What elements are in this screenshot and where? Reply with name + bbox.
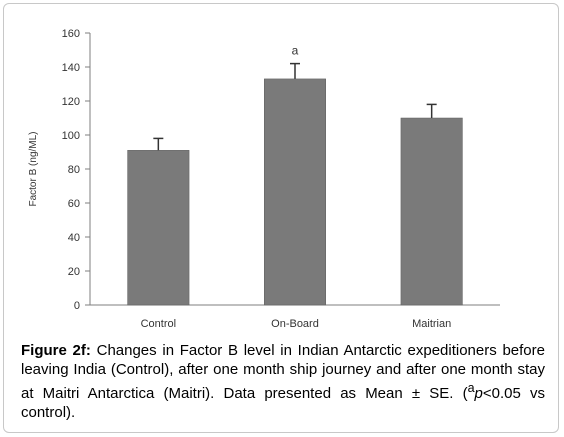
bars-group: a [127, 44, 463, 306]
y-tick-label: 80 [68, 164, 80, 176]
caption-italic: p [474, 385, 483, 402]
y-tick-label: 20 [68, 266, 80, 278]
x-tick-label: On-Board [271, 318, 319, 330]
caption-superscript: a [467, 381, 475, 395]
bar-chart: Factor B (ng/ML) 0 20 40 60 80 100 120 140 160 a… [28, 28, 500, 330]
caption-text-end: <0.05 vs control). [21, 385, 545, 421]
y-tick-label: 140 [62, 62, 80, 74]
caption-text: Changes in Factor B level in Indian Anta… [21, 342, 545, 402]
bar-on-board [264, 78, 326, 306]
caption-label: Figure 2f: [21, 342, 91, 359]
y-axis-label: Factor B (ng/ML) [28, 131, 39, 206]
significance-annotation: a [292, 44, 299, 58]
y-tick-label: 100 [62, 130, 80, 142]
y-tick-label: 40 [68, 232, 80, 244]
y-tick-label: 0 [74, 300, 80, 312]
bar-control [127, 150, 190, 306]
figure-caption: Figure 2f: Changes in Factor B level in … [21, 341, 545, 422]
bar-maitrian [400, 117, 463, 306]
y-tick-label: 160 [62, 28, 80, 40]
x-tick-label: Maitrian [412, 318, 451, 330]
y-axis-ticks: 0 20 40 60 80 100 120 140 160 [62, 28, 90, 312]
x-tick-label: Control [141, 318, 176, 330]
y-tick-label: 120 [62, 96, 80, 108]
x-axis-tick-labels: Control On-Board Maitrian [141, 318, 452, 330]
y-tick-label: 60 [68, 198, 80, 210]
